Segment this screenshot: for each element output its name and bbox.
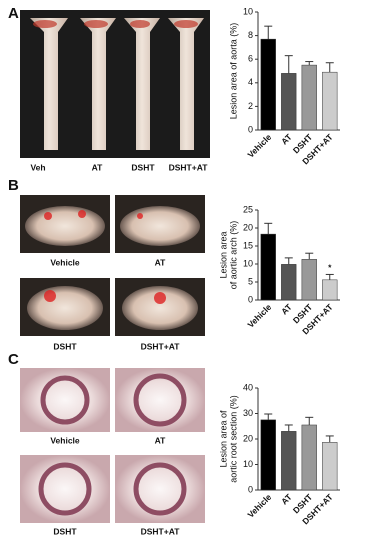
photo-a [20,10,210,158]
photo-b [20,195,205,336]
bar [322,71,338,131]
y-axis-label: of aortic arch (%) [228,221,238,290]
y-axis-label: Lesion area of aorta (%) [228,23,238,120]
bar [322,442,338,491]
y-tick-label: 20 [243,222,253,232]
bar [301,64,317,131]
y-tick-label: 0 [248,484,253,494]
photo-label: Vehicle [50,435,80,445]
x-tick-label: AT [279,131,294,146]
y-tick-label: 0 [248,124,253,134]
photo-label: DSHT+AT [169,162,209,172]
x-tick-label: Vehicle [245,302,273,330]
x-tick-label: Vehicle [245,132,273,160]
y-tick-label: 6 [248,54,253,64]
panel-letter: C [8,351,19,368]
significance: * [328,263,332,273]
photo-label: DSHT [131,162,155,172]
panel-letter: A [8,5,19,22]
photo-label: AT [155,435,167,445]
y-tick-label: 0 [248,294,253,304]
y-tick-label: 8 [248,30,253,40]
bar [281,73,297,131]
y-tick-label: 25 [243,204,253,214]
y-tick-label: 5 [248,276,253,286]
photo-label: DSHT [53,526,77,536]
x-tick-label: Vehicle [245,492,273,520]
y-tick-label: 4 [248,77,253,87]
bar [260,233,276,301]
bar [322,279,338,301]
y-axis-label: Lesion area of [218,410,228,468]
bar [301,424,317,491]
photo-label: AT [92,162,104,172]
photo-label: Veh [30,162,45,172]
bar [281,264,297,301]
y-tick-label: 30 [243,408,253,418]
photo-c [20,368,205,523]
y-axis-label: Lesion area [218,231,228,278]
y-tick-label: 15 [243,240,253,250]
photo-label: DSHT+AT [141,526,181,536]
photo-label: DSHT [53,341,77,351]
bar [281,431,297,491]
y-tick-label: 10 [243,258,253,268]
y-tick-label: 2 [248,101,253,111]
x-tick-label: AT [279,301,294,316]
x-tick-label: AT [279,491,294,506]
y-tick-label: 10 [243,459,253,469]
y-axis-label: aortic root section (%) [228,395,238,483]
y-tick-label: 10 [243,6,253,16]
y-tick-label: 20 [243,433,253,443]
photo-label: AT [155,257,167,267]
bar [260,38,276,131]
panel-letter: B [8,177,19,194]
y-tick-label: 40 [243,382,253,392]
photo-label: DSHT+AT [141,341,181,351]
bar [301,259,317,301]
bar [260,419,276,491]
photo-label: Vehicle [50,257,80,267]
